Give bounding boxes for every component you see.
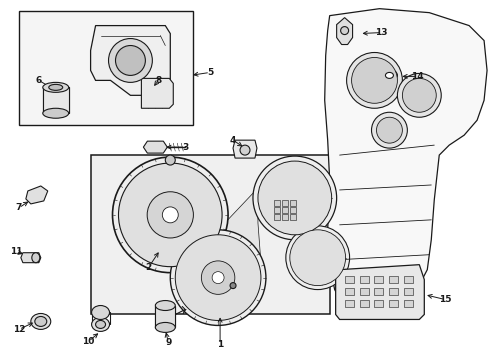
- Ellipse shape: [32, 253, 40, 263]
- Bar: [19, 11, 193, 125]
- Bar: [359, 276, 368, 283]
- Text: 2: 2: [145, 263, 151, 272]
- Bar: [344, 276, 353, 283]
- Circle shape: [252, 156, 336, 240]
- Text: 14: 14: [410, 72, 423, 81]
- Text: 7: 7: [16, 203, 22, 212]
- Polygon shape: [26, 186, 48, 204]
- Circle shape: [175, 235, 261, 320]
- Polygon shape: [336, 18, 352, 45]
- Polygon shape: [175, 188, 261, 263]
- Bar: [273, 214, 279, 220]
- Circle shape: [118, 163, 222, 267]
- Bar: [374, 300, 383, 306]
- Circle shape: [170, 230, 265, 325]
- Bar: [281, 207, 287, 213]
- Circle shape: [285, 226, 349, 289]
- Polygon shape: [90, 26, 170, 95]
- Text: 15: 15: [438, 295, 450, 304]
- Circle shape: [165, 155, 175, 165]
- Polygon shape: [42, 87, 68, 113]
- Bar: [404, 288, 412, 294]
- Circle shape: [340, 27, 348, 35]
- Bar: [281, 200, 287, 206]
- Bar: [344, 300, 353, 306]
- Text: 5: 5: [206, 68, 213, 77]
- Circle shape: [397, 73, 440, 117]
- Bar: [344, 288, 353, 294]
- Ellipse shape: [155, 323, 175, 332]
- Circle shape: [289, 230, 345, 285]
- Ellipse shape: [35, 316, 47, 327]
- Ellipse shape: [91, 318, 109, 332]
- Circle shape: [371, 112, 407, 148]
- Ellipse shape: [381, 69, 397, 81]
- Ellipse shape: [42, 108, 68, 118]
- Bar: [289, 214, 295, 220]
- Text: 8: 8: [155, 76, 161, 85]
- Bar: [388, 276, 398, 283]
- Circle shape: [212, 272, 224, 284]
- Circle shape: [258, 161, 331, 235]
- Circle shape: [115, 45, 145, 75]
- Bar: [281, 214, 287, 220]
- Ellipse shape: [95, 320, 105, 328]
- Polygon shape: [155, 306, 175, 328]
- Bar: [273, 207, 279, 213]
- Bar: [289, 207, 295, 213]
- Polygon shape: [335, 265, 424, 319]
- Bar: [359, 288, 368, 294]
- Text: 10: 10: [82, 337, 95, 346]
- Circle shape: [162, 207, 178, 223]
- Polygon shape: [324, 9, 486, 318]
- Text: 3: 3: [182, 143, 188, 152]
- Text: 1: 1: [217, 340, 223, 349]
- Bar: [289, 200, 295, 206]
- Circle shape: [108, 39, 152, 82]
- Text: 9: 9: [165, 338, 171, 347]
- Text: 11: 11: [10, 247, 22, 256]
- Circle shape: [346, 53, 402, 108]
- Text: 6: 6: [36, 76, 42, 85]
- Circle shape: [112, 157, 227, 273]
- Polygon shape: [143, 141, 167, 153]
- Bar: [388, 300, 398, 306]
- Text: 13: 13: [374, 28, 387, 37]
- Circle shape: [201, 261, 234, 294]
- Ellipse shape: [385, 72, 393, 78]
- Circle shape: [351, 58, 397, 103]
- Bar: [359, 300, 368, 306]
- Circle shape: [229, 283, 236, 289]
- Bar: [404, 300, 412, 306]
- Circle shape: [147, 192, 193, 238]
- Ellipse shape: [49, 84, 62, 90]
- Ellipse shape: [42, 82, 68, 92]
- Bar: [374, 276, 383, 283]
- Bar: [273, 200, 279, 206]
- Text: 12: 12: [13, 325, 25, 334]
- Circle shape: [402, 78, 435, 112]
- Bar: [374, 288, 383, 294]
- Polygon shape: [233, 140, 256, 158]
- Bar: [404, 276, 412, 283]
- Circle shape: [240, 145, 249, 155]
- Polygon shape: [21, 253, 41, 263]
- Text: 4: 4: [229, 136, 236, 145]
- Polygon shape: [141, 78, 173, 108]
- Ellipse shape: [155, 301, 175, 310]
- Ellipse shape: [31, 314, 51, 329]
- Bar: [388, 288, 398, 294]
- Bar: [90, 155, 329, 315]
- Circle shape: [376, 117, 402, 143]
- Ellipse shape: [91, 306, 109, 319]
